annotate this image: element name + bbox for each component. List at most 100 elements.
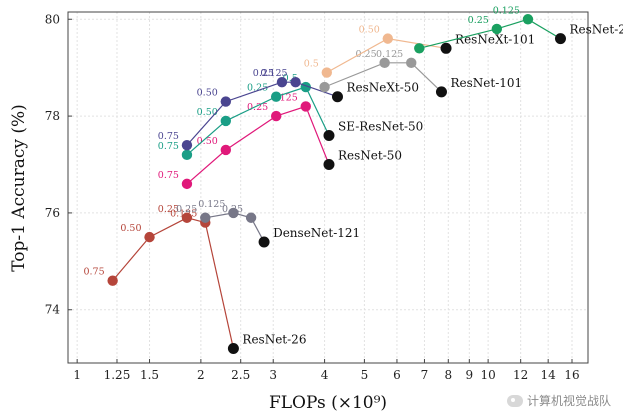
model-end-point [227, 342, 239, 354]
point-label: 0.5 [283, 73, 298, 84]
model-label: ResNet-50 [338, 149, 402, 163]
point-label: 0.50 [120, 223, 141, 234]
y-axis-title: Top-1 Accuracy (%) [9, 104, 29, 272]
point-label: 0.25 [355, 49, 376, 60]
point-label: 0.25 [222, 204, 243, 215]
x-tick-label: 7 [421, 368, 429, 382]
data-point [276, 77, 288, 88]
data-point [270, 110, 282, 122]
model-end-point [323, 129, 335, 141]
model-end-point [554, 33, 566, 45]
series-resnext-101: 0.5 0.50 ResNeXt-101 [304, 25, 535, 78]
point-label: 0.125 [170, 209, 197, 220]
data-point [107, 275, 118, 286]
watermark-text: 计算机视觉战队 [526, 394, 611, 408]
x-tick-label: 6 [393, 368, 401, 382]
point-label: 0.125 [260, 68, 287, 79]
model-end-point [258, 236, 270, 248]
series-resnet-200: 0.25 0.125 ResNet-200 [414, 5, 623, 54]
point-label: 0.25 [468, 15, 489, 26]
x-tick-label: 3 [269, 368, 277, 382]
x-tick-label: 1.25 [104, 368, 131, 382]
plot-frame [67, 11, 589, 364]
data-point [321, 67, 332, 78]
model-label: SE-ResNet-50 [338, 119, 423, 133]
data-point [181, 149, 193, 161]
data-point [491, 23, 503, 35]
data-point [379, 57, 390, 69]
point-label: 0.50 [197, 88, 218, 99]
data-point [228, 207, 239, 219]
data-point [144, 231, 155, 243]
data-point [181, 212, 193, 223]
model-label: ResNet-101 [450, 76, 522, 90]
watermark: 计算机视觉战队 [506, 392, 611, 409]
model-label: ResNet-200 [569, 23, 623, 37]
x-tick-label: 2.5 [231, 368, 250, 382]
point-label: 0.5 [304, 59, 319, 70]
point-label: 0.25 [176, 204, 197, 215]
data-point [181, 178, 193, 190]
model-label: ResNeXt-101 [455, 32, 535, 46]
data-point [300, 101, 311, 112]
series-line [112, 217, 234, 349]
y-tick-label: 74 [45, 303, 61, 317]
model-end-point [440, 42, 452, 54]
model-label: ResNet-26 [242, 332, 306, 346]
x-tick-label: 16 [564, 368, 579, 382]
x-tick-label: 2 [197, 368, 205, 382]
x-axis-ticks: 1 1.25 1.5 2 2.5 3 4 5 6 7 8 9 10 12 14 16 [73, 359, 580, 382]
grid [68, 12, 588, 363]
point-label: 0.125 [271, 92, 298, 103]
series-line [324, 62, 442, 93]
data-point [220, 115, 232, 127]
data-point [382, 33, 393, 44]
x-tick-label: 4 [321, 368, 329, 382]
x-tick-label: 8 [444, 368, 452, 382]
data-point [200, 212, 211, 223]
point-label: 0.25 [247, 102, 268, 113]
series-line [205, 212, 265, 243]
x-axis-title: FLOPs (×10⁹) [269, 393, 387, 413]
x-tick-label: 1.5 [140, 368, 159, 382]
point-label: 0.125 [376, 49, 403, 60]
data-point [414, 43, 425, 54]
data-point [522, 14, 534, 25]
y-axis-ticks: 74 76 78 80 [45, 12, 72, 317]
x-tick-label: 12 [513, 368, 528, 382]
data-point [290, 77, 301, 88]
x-tick-label: 9 [465, 368, 473, 382]
wechat-icon [506, 394, 523, 407]
plot-border [67, 11, 589, 364]
point-label: 0.50 [197, 136, 218, 147]
data-point [181, 139, 193, 151]
model-end-point [323, 159, 335, 171]
series-se-resnet-50: 0.75 0.50 0.25 0.5 SE-ResNet-50 [158, 73, 423, 161]
point-label: 0.125 [493, 5, 520, 16]
point-label: 0.50 [197, 107, 218, 118]
model-end-point [435, 86, 447, 98]
point-label: 0.75 [158, 131, 179, 142]
model-label: DenseNet-121 [273, 226, 360, 240]
point-label: 0.50 [359, 25, 380, 36]
data-point [406, 57, 417, 69]
model-label: ResNeXt-50 [346, 81, 419, 95]
data-point [220, 144, 232, 156]
data-point [220, 96, 232, 107]
point-label: 0.125 [198, 199, 225, 210]
x-tick-label: 14 [541, 368, 557, 382]
series-line [419, 18, 561, 49]
point-label: 0.25 [158, 204, 179, 215]
y-tick-label: 80 [45, 12, 60, 26]
point-label: 0.75 [158, 141, 179, 152]
point-label: 0.75 [158, 170, 179, 181]
model-end-point [331, 91, 343, 103]
x-tick-label: 5 [361, 368, 369, 382]
x-tick-label: 10 [480, 368, 495, 382]
data-point [270, 91, 282, 102]
y-tick-label: 76 [45, 206, 60, 220]
